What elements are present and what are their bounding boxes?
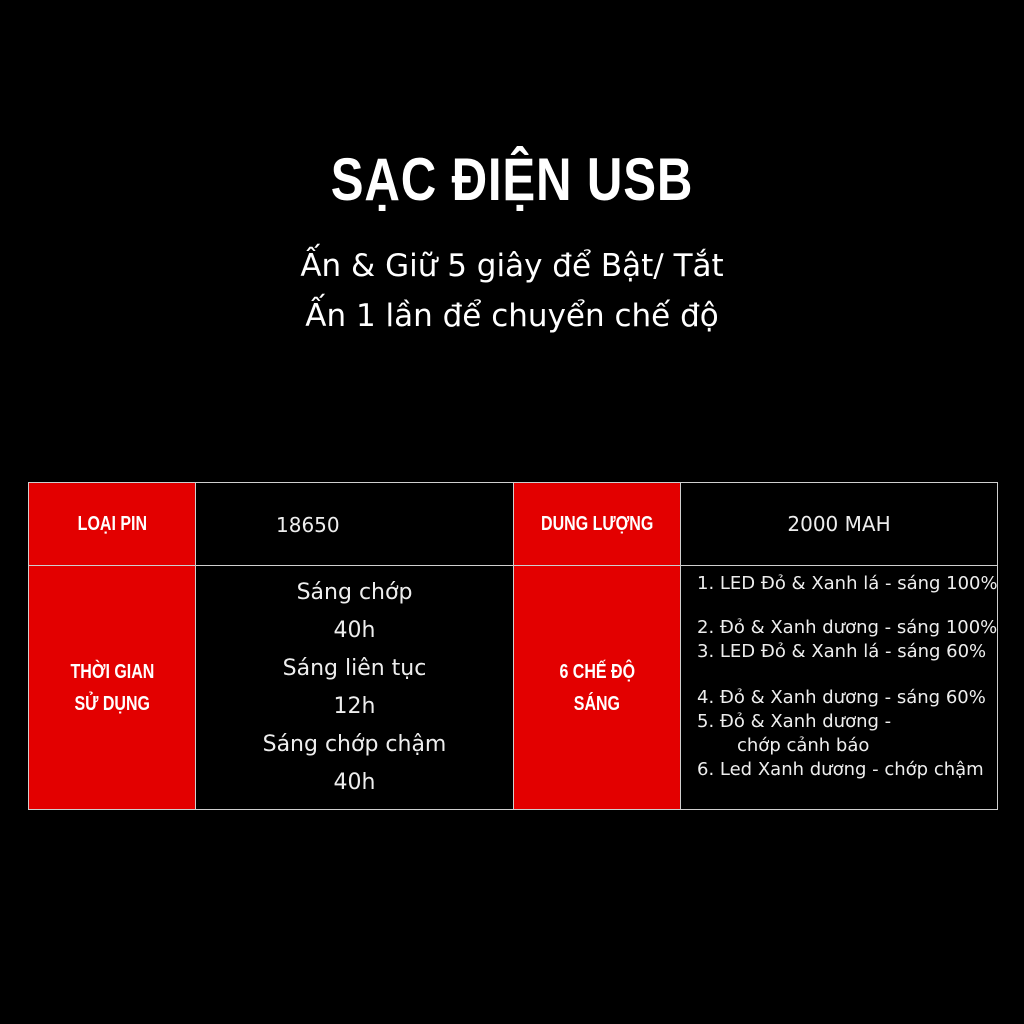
usage-time: 40h — [333, 769, 376, 795]
modes-label-cell: 6 CHẾ ĐỘ SÁNG — [513, 565, 681, 810]
instruction-press: Ấn 1 lần để chuyển chế độ — [305, 298, 719, 334]
capacity-label: DUNG LƯỢNG — [540, 513, 654, 535]
mode-item-continued: chớp cảnh báo — [737, 735, 870, 756]
capacity-label-cell: DUNG LƯỢNG — [513, 482, 681, 566]
mode-item: 4. Đỏ & Xanh dương - sáng 60% — [697, 687, 986, 708]
usage-mode: Sáng liên tục — [282, 655, 427, 681]
modes-label-line: SÁNG — [573, 692, 621, 715]
battery-label: LOẠI PIN — [77, 513, 147, 535]
mode-item: 3. LED Đỏ & Xanh lá - sáng 60% — [697, 641, 987, 662]
page-title: SẠC ĐIỆN USB — [330, 146, 694, 213]
mode-item: 1. LED Đỏ & Xanh lá - sáng 100% — [697, 573, 998, 594]
usage-label-cell: THỜI GIAN SỬ DỤNG — [28, 565, 196, 810]
instruction-hold: Ấn & Giữ 5 giây để Bật/ Tắt — [300, 248, 724, 284]
battery-value: 18650 — [276, 513, 340, 537]
usage-label-line: THỜI GIAN — [70, 660, 154, 683]
battery-value-cell: 18650 — [195, 482, 514, 566]
usage-label-line: SỬ DỤNG — [74, 692, 150, 715]
modes-label-line: 6 CHẾ ĐỘ — [559, 660, 635, 683]
mode-item: 5. Đỏ & Xanh dương - — [697, 711, 892, 732]
mode-item: 6. Led Xanh dương - chớp chậm — [697, 759, 984, 780]
capacity-value: 2000 MAH — [787, 512, 891, 536]
usage-mode: Sáng chớp chậm — [262, 731, 447, 757]
usage-value-cell: Sáng chớp 40h Sáng liên tục 12h Sáng chớ… — [195, 565, 514, 810]
battery-label-cell: LOẠI PIN — [28, 482, 196, 566]
usage-time: 12h — [333, 693, 376, 719]
usage-mode: Sáng chớp — [296, 579, 413, 605]
mode-item: 2. Đỏ & Xanh dương - sáng 100% — [697, 617, 998, 638]
modes-list-cell: 1. LED Đỏ & Xanh lá - sáng 100% 2. Đỏ & … — [680, 565, 998, 810]
capacity-value-cell: 2000 MAH — [680, 482, 998, 566]
usage-time: 40h — [333, 617, 376, 643]
